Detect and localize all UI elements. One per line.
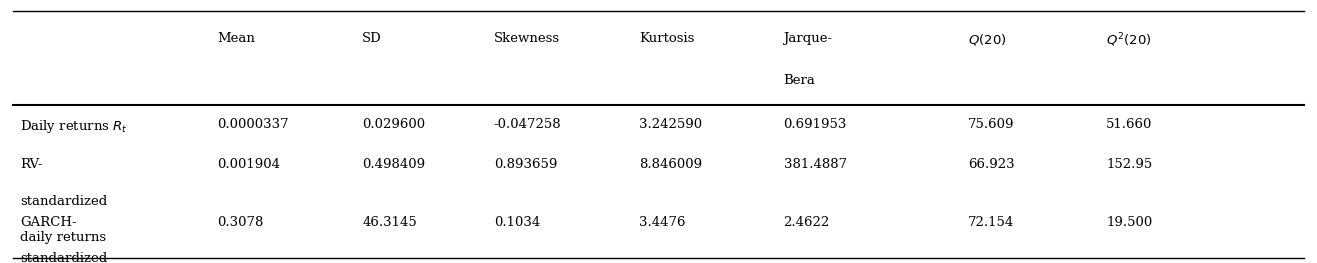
Text: SD: SD: [362, 32, 382, 44]
Text: 0.029600: 0.029600: [362, 118, 425, 131]
Text: 19.500: 19.500: [1106, 216, 1152, 229]
Text: GARCH-: GARCH-: [20, 216, 76, 229]
Text: 0.1034: 0.1034: [494, 216, 540, 229]
Text: RV-: RV-: [20, 158, 42, 171]
Text: 8.846009: 8.846009: [639, 158, 702, 171]
Text: 51.660: 51.660: [1106, 118, 1152, 131]
Text: 0.691953: 0.691953: [784, 118, 847, 131]
Text: Jarque-: Jarque-: [784, 32, 832, 44]
Text: daily returns: daily returns: [20, 231, 105, 244]
Text: 0.001904: 0.001904: [217, 158, 281, 171]
Text: 3.4476: 3.4476: [639, 216, 685, 229]
Text: Bera: Bera: [784, 74, 815, 87]
Text: 0.893659: 0.893659: [494, 158, 557, 171]
Text: 66.923: 66.923: [968, 158, 1014, 171]
Text: 75.609: 75.609: [968, 118, 1014, 131]
Text: 46.3145: 46.3145: [362, 216, 417, 229]
Text: 152.95: 152.95: [1106, 158, 1152, 171]
Text: 381.4887: 381.4887: [784, 158, 847, 171]
Text: Kurtosis: Kurtosis: [639, 32, 694, 44]
Text: Skewness: Skewness: [494, 32, 560, 44]
Text: $Q^2(20)$: $Q^2(20)$: [1106, 32, 1152, 49]
Text: 2.4622: 2.4622: [784, 216, 830, 229]
Text: Daily returns $R_t$: Daily returns $R_t$: [20, 118, 128, 135]
Text: 3.242590: 3.242590: [639, 118, 702, 131]
Text: $Q(20)$: $Q(20)$: [968, 32, 1006, 47]
Text: standardized: standardized: [20, 252, 107, 263]
Text: 0.3078: 0.3078: [217, 216, 263, 229]
Text: Mean: Mean: [217, 32, 255, 44]
Text: -0.047258: -0.047258: [494, 118, 561, 131]
Text: 0.0000337: 0.0000337: [217, 118, 288, 131]
Text: 0.498409: 0.498409: [362, 158, 425, 171]
Text: standardized: standardized: [20, 195, 107, 208]
Text: 72.154: 72.154: [968, 216, 1014, 229]
